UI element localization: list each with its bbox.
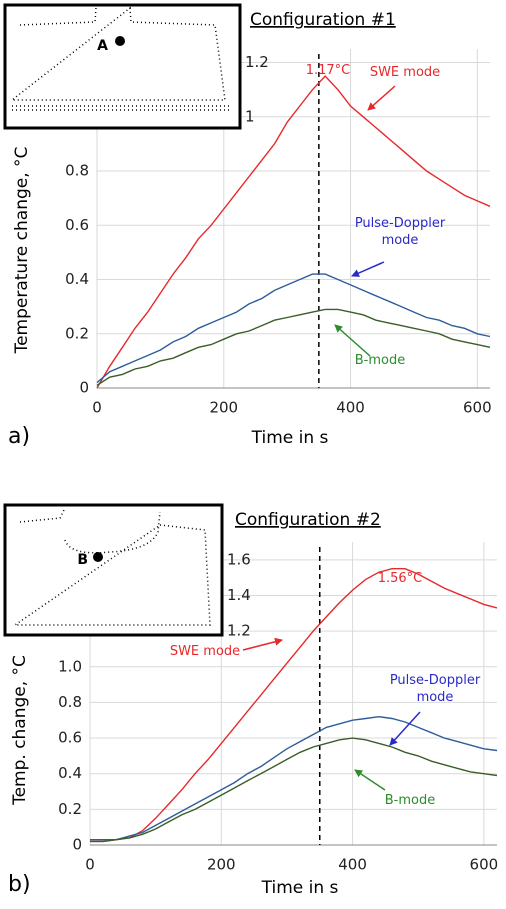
x-tick-label: 200 xyxy=(207,856,236,874)
y-tick-label: 0.2 xyxy=(65,324,89,342)
chart-title: Configuration #1 xyxy=(250,10,396,30)
inset-label: B xyxy=(77,552,88,568)
series-line xyxy=(96,75,491,389)
series-label: B-mode xyxy=(384,793,436,808)
panel-label: b) xyxy=(8,872,31,897)
arrow xyxy=(351,261,385,277)
series-label: Pulse-Doppler mode xyxy=(354,216,446,248)
x-tick-label: 400 xyxy=(338,856,367,874)
x-axis-label: Time in s xyxy=(261,878,339,898)
y-tick-label: 0.2 xyxy=(58,800,82,818)
x-tick-label: 0 xyxy=(92,399,102,417)
y-tick-label: 1.4 xyxy=(227,586,251,604)
y-axis-label: Temp. change, °C xyxy=(10,655,30,806)
arrow xyxy=(354,769,386,791)
y-tick-label: 0.6 xyxy=(65,216,89,234)
y-tick-label: 1.0 xyxy=(58,657,82,675)
y-tick-label: 0.8 xyxy=(65,162,89,180)
series-line xyxy=(90,715,498,841)
peak-label: 1.56°C xyxy=(377,571,423,586)
y-tick-label: 0.6 xyxy=(58,729,82,747)
y-axis-label: Temperature change, °C xyxy=(12,147,32,355)
series-label: Pulse-Doppler mode xyxy=(389,673,481,705)
x-tick-label: 400 xyxy=(336,399,365,417)
x-tick-label: 600 xyxy=(463,399,492,417)
y-tick-label: 1 xyxy=(245,107,255,125)
x-tick-label: 600 xyxy=(470,856,499,874)
x-tick-label: 200 xyxy=(209,399,238,417)
series-line xyxy=(90,737,498,843)
arrow xyxy=(389,711,421,746)
x-axis-label: Time in s xyxy=(251,428,329,448)
series-label: B-mode xyxy=(354,353,406,368)
inset-outline xyxy=(12,509,211,626)
series-line xyxy=(90,568,498,843)
chart-title: Configuration #2 xyxy=(235,510,381,530)
y-tick-label: 0.4 xyxy=(58,764,82,782)
series-label: SWE mode xyxy=(369,65,441,80)
y-tick-label: 0.4 xyxy=(65,270,89,288)
y-tick-label: 0.8 xyxy=(58,693,82,711)
inset-point xyxy=(115,36,125,46)
panel-label: a) xyxy=(8,424,30,449)
y-tick-label: 1.2 xyxy=(227,622,251,640)
arrow xyxy=(334,324,371,357)
y-tick-label: 0 xyxy=(72,836,82,854)
inset-box xyxy=(3,3,242,130)
series-line xyxy=(96,273,491,384)
inset-point xyxy=(93,552,103,562)
y-tick-label: 0 xyxy=(79,379,89,397)
series-label: SWE mode xyxy=(169,644,241,659)
series-line xyxy=(96,308,491,386)
y-tick-label: 1.2 xyxy=(245,53,269,71)
peak-label: 1.17°C xyxy=(305,63,351,78)
x-tick-label: 0 xyxy=(85,856,95,874)
inset-label: A xyxy=(97,38,108,54)
inset-box xyxy=(3,503,224,637)
arrow xyxy=(242,637,283,651)
y-tick-label: 1.6 xyxy=(227,550,251,568)
arrow xyxy=(367,85,396,111)
